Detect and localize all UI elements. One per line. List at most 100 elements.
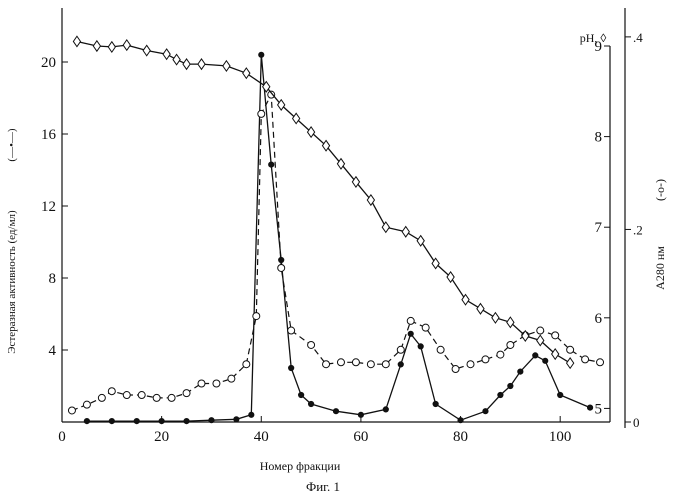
data-point — [307, 340, 316, 349]
data-point — [252, 312, 261, 321]
data-point — [381, 221, 391, 234]
data-point — [517, 368, 524, 375]
x-ticks: 0 20 40 60 80 100 — [58, 416, 571, 445]
data-point — [277, 263, 286, 272]
a280-marker-hint: (-o-) — [653, 179, 667, 201]
data-point — [446, 270, 455, 284]
figure-caption: Фиг. 1 — [306, 479, 340, 494]
data-point — [197, 58, 206, 71]
data-point — [436, 345, 445, 354]
ph-tick-label: 8 — [595, 130, 603, 146]
ph-tick-label: 9 — [595, 39, 603, 55]
ph-axis-label: pH, ◊ — [580, 31, 607, 45]
data-point — [476, 302, 485, 315]
series-line — [71, 92, 601, 411]
data-point — [407, 330, 414, 337]
data-point — [542, 357, 549, 364]
data-point — [268, 161, 275, 168]
data-point — [416, 234, 425, 247]
data-point — [172, 53, 181, 66]
data-point — [536, 334, 545, 347]
data-point — [133, 418, 140, 425]
ph-tick-label: 6 — [595, 311, 603, 327]
y-left-axis-label: Эстеразная активность (ед/мл) — [6, 210, 18, 354]
data-point — [258, 51, 265, 58]
data-point — [406, 316, 415, 325]
data-point — [506, 316, 515, 329]
data-point — [332, 408, 340, 415]
y-left-tick-label: 16 — [41, 127, 57, 143]
data-point — [321, 139, 331, 152]
data-point — [222, 59, 231, 73]
data-point — [288, 364, 295, 372]
data-point — [581, 355, 590, 364]
series-a280 — [67, 90, 605, 415]
data-point — [482, 408, 489, 415]
x-axis-label: Номер фракции — [260, 459, 341, 473]
data-point — [521, 329, 530, 343]
series-esterase-activity — [83, 51, 594, 425]
x-tick-label: 20 — [154, 429, 169, 445]
data-point — [551, 331, 560, 340]
data-point — [137, 391, 146, 400]
data-point — [432, 400, 439, 408]
x-tick-label: 0 — [58, 429, 66, 445]
data-point — [496, 350, 505, 359]
a280-axis-label: A280 нм — [653, 246, 667, 290]
data-point — [507, 382, 514, 390]
x-tick-label: 100 — [549, 429, 572, 445]
data-point — [212, 379, 221, 388]
data-point — [257, 109, 266, 118]
data-point — [366, 193, 376, 207]
data-point — [242, 360, 251, 369]
data-point — [83, 418, 91, 425]
data-point — [466, 360, 475, 369]
data-point — [97, 393, 106, 402]
x-tick-label: 80 — [453, 429, 468, 445]
data-point — [72, 35, 82, 48]
data-point — [233, 416, 240, 423]
data-point — [397, 361, 404, 368]
data-point — [162, 48, 171, 61]
data-point — [396, 345, 405, 354]
a280-tick-label: .4 — [633, 30, 643, 45]
data-point — [182, 58, 191, 71]
data-point — [457, 417, 464, 424]
data-point — [357, 411, 365, 418]
y-left-tick-label: 8 — [49, 271, 57, 287]
data-point — [550, 347, 560, 361]
y-left-tick-label: 12 — [41, 199, 56, 215]
data-point — [107, 40, 117, 53]
data-point — [461, 293, 470, 306]
data-point — [366, 360, 375, 369]
data-point — [92, 39, 102, 53]
a280-tick-label: 0 — [633, 415, 640, 430]
data-point — [491, 311, 500, 324]
data-point — [182, 389, 191, 398]
a280-tick-label: .2 — [633, 222, 643, 237]
data-point — [336, 358, 345, 367]
data-point — [532, 352, 539, 359]
data-point — [122, 39, 131, 52]
data-point — [306, 125, 316, 139]
data-point — [565, 357, 575, 370]
data-point — [67, 406, 76, 415]
data-point — [421, 323, 430, 332]
data-point — [197, 379, 206, 388]
data-point — [122, 391, 131, 400]
ph-tick-label: 7 — [595, 220, 603, 236]
data-point — [596, 358, 605, 367]
data-point — [431, 257, 440, 270]
data-point — [82, 400, 91, 409]
data-point — [382, 406, 389, 413]
data-point — [586, 404, 594, 411]
data-point — [287, 326, 296, 335]
x-tick-label: 40 — [254, 429, 269, 445]
data-point — [208, 417, 215, 424]
y-left-tick-label: 4 — [49, 343, 57, 359]
data-point — [506, 340, 515, 349]
data-point — [298, 391, 305, 399]
data-point — [536, 326, 545, 335]
data-point — [242, 67, 251, 80]
